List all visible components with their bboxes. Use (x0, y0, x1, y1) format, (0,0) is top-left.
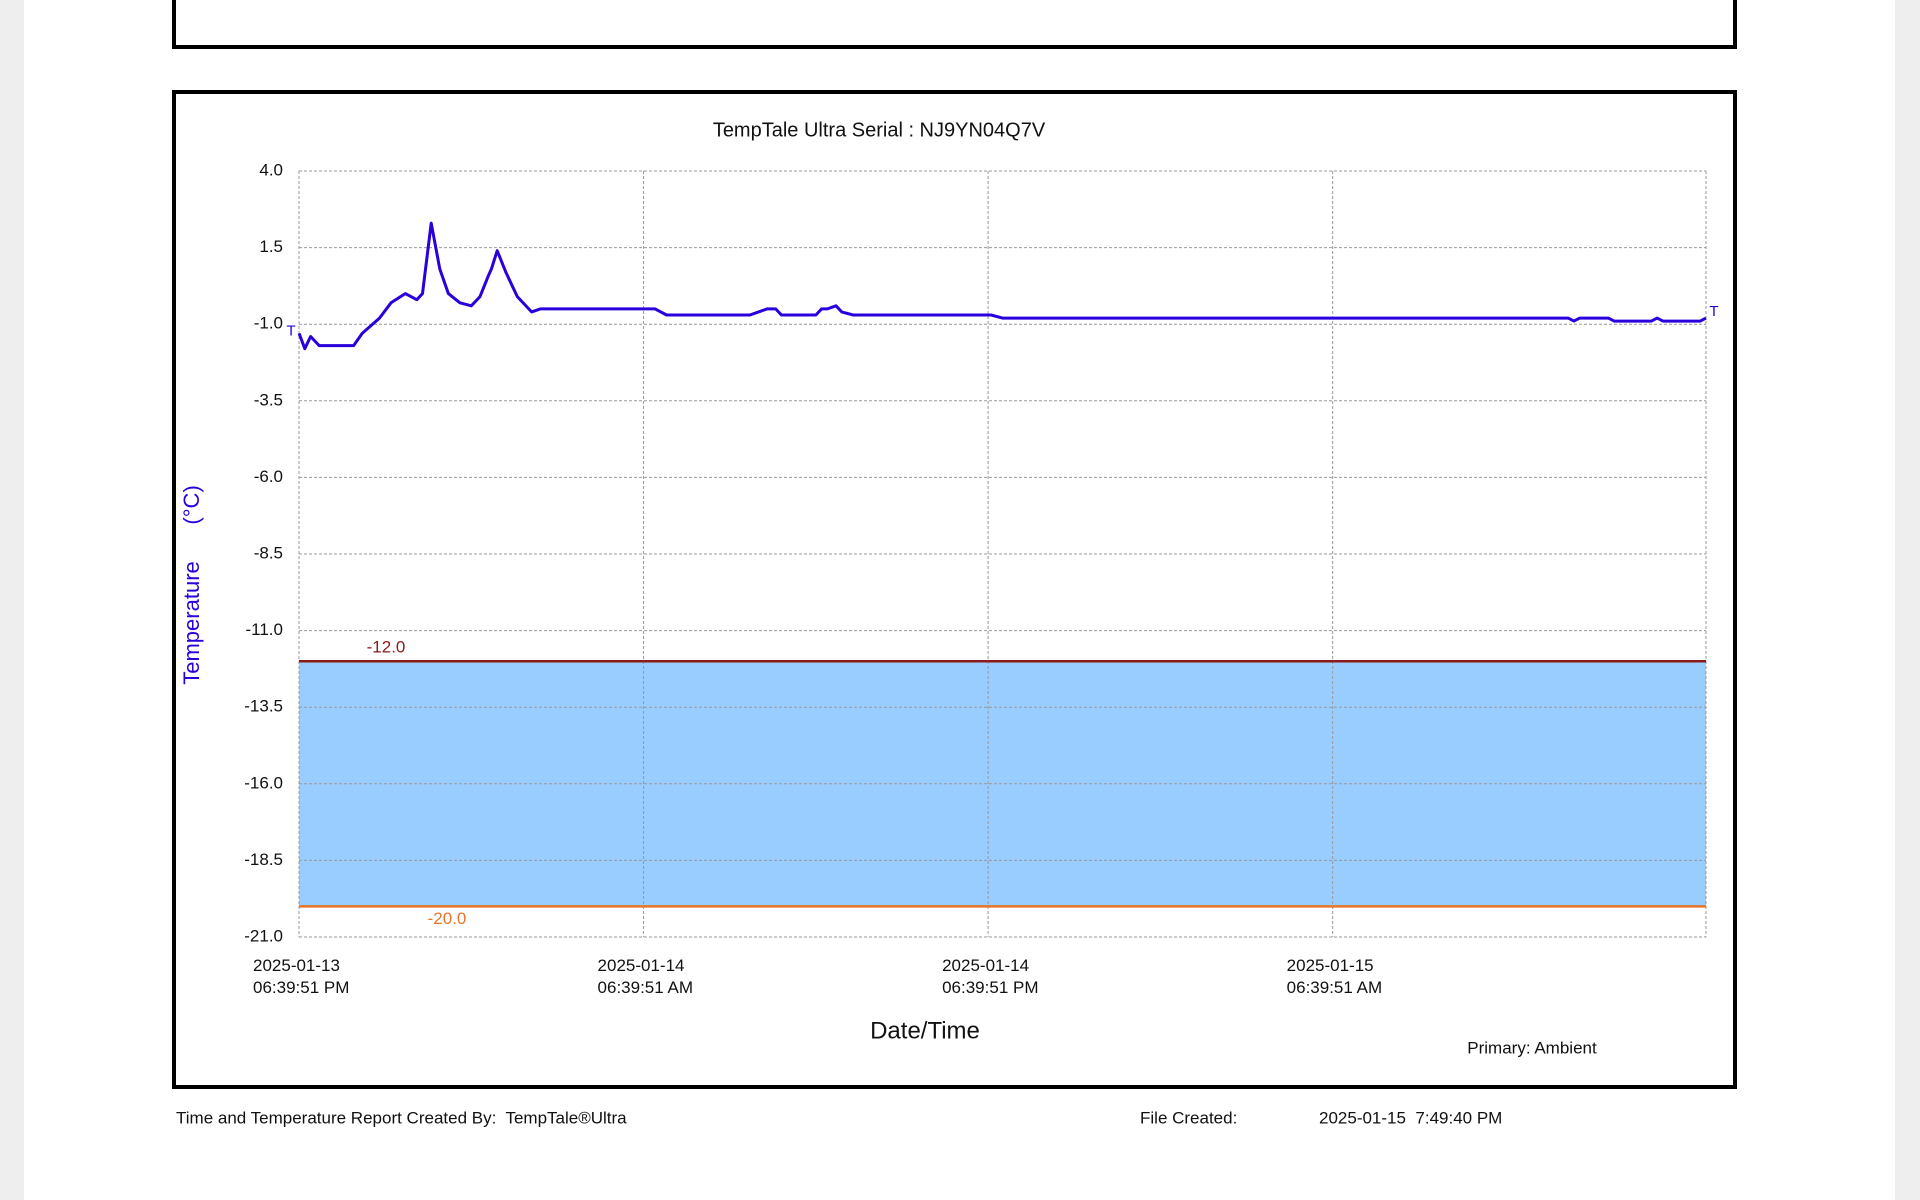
y-tick-label: -3.5 (254, 390, 283, 409)
footer-file-created: 2025-01-15 7:49:40 PM (1319, 1108, 1502, 1127)
x-tick-label: 2025-01-14 06:39:51 PM (942, 956, 1039, 997)
y-axis-label: Temperature (°C) (179, 485, 204, 685)
y-tick-label: -1.0 (254, 314, 283, 333)
start-marker: T (286, 322, 295, 339)
limit-label: -20.0 (428, 909, 467, 928)
footer-file-created-label: File Created: (1140, 1108, 1237, 1127)
y-tick-label: -21.0 (244, 926, 283, 945)
chart-box (172, 90, 1737, 1089)
end-marker: T (1709, 303, 1718, 320)
legend-note: Primary: Ambient (1467, 1038, 1597, 1057)
y-tick-label: -11.0 (246, 620, 284, 639)
x-tick-label: 2025-01-13 06:39:51 PM (253, 956, 350, 997)
report-page (24, 0, 1895, 1200)
y-tick-label: -13.5 (244, 697, 283, 716)
y-tick-label: -18.5 (244, 850, 283, 869)
top-box (172, 0, 1737, 49)
limit-label: -12.0 (367, 638, 406, 657)
y-tick-label: -6.0 (254, 467, 283, 486)
y-tick-label: 1.5 (259, 237, 283, 256)
footer-created-by: Time and Temperature Report Created By: … (176, 1108, 627, 1127)
y-tick-label: 4.0 (259, 160, 283, 179)
data-line (297, 221, 1707, 351)
y-tick-label: -16.0 (244, 773, 283, 792)
x-tick-label: 2025-01-15 06:39:51 AM (1286, 956, 1383, 997)
x-tick-label: 2025-01-14 06:39:51 AM (597, 956, 694, 997)
x-axis-label: Date/Time (870, 1017, 980, 1044)
y-tick-label: -8.5 (254, 543, 283, 562)
chart-title: TempTale Ultra Serial : NJ9YN04Q7V (713, 119, 1046, 141)
